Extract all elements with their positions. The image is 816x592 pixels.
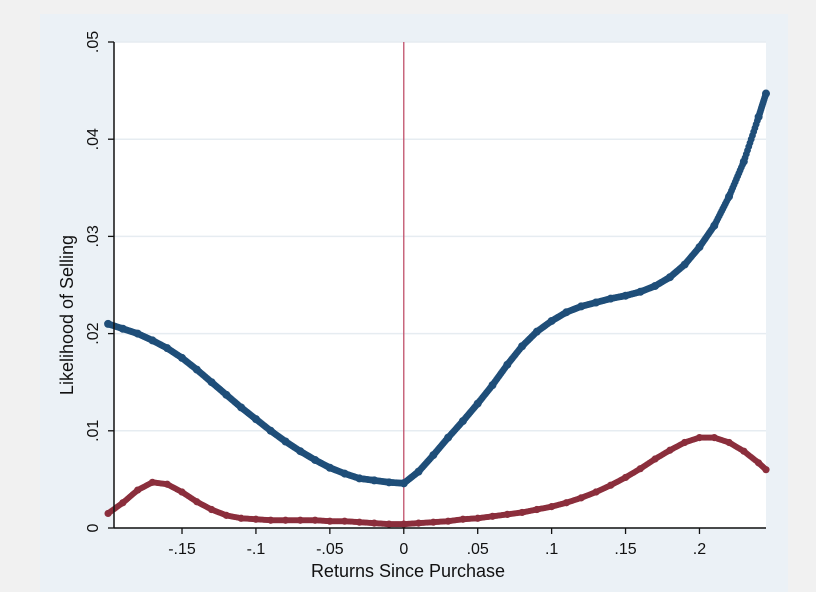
series-2: [399, 89, 770, 488]
x-tick-label: -.15: [168, 541, 196, 558]
x-tick-label: .1: [545, 541, 558, 558]
x-axis-title: Returns Since Purchase: [311, 561, 505, 581]
y-axis-title: Likelihood of Selling: [57, 235, 77, 395]
x-tick-label: -.05: [316, 541, 344, 558]
y-tick-label: .04: [85, 128, 102, 150]
x-tick-label: -.1: [247, 541, 266, 558]
y-tick-label: .02: [85, 322, 102, 344]
chart-panel: 0 .01 .02 .03 .04 .05 -.15 -.1 -.05 0 .05 .1 .15 .2 R…: [40, 14, 788, 592]
axis-layer: 0 .01 .02 .03 .04 .05 -.15 -.1 -.05 0 .05 .1 .15 .2: [85, 31, 766, 558]
data-point: [762, 89, 770, 98]
series-3: [104, 434, 770, 528]
x-tick-label: .15: [614, 541, 636, 558]
x-tick-label: .05: [467, 541, 489, 558]
y-tick-label: 0: [85, 523, 102, 532]
x-tick-label: 0: [399, 541, 408, 558]
y-tick-label: .03: [85, 225, 102, 247]
y-tick-label: .01: [85, 420, 102, 442]
data-point: [762, 466, 770, 474]
plot-background: [114, 42, 766, 528]
chart-svg: 0 .01 .02 .03 .04 .05 -.15 -.1 -.05 0 .05 .1 .15 .2 R…: [57, 31, 770, 581]
x-tick-label: .2: [693, 541, 706, 558]
y-tick-label: .05: [85, 31, 102, 53]
series-1: [104, 319, 408, 488]
series-layer: [104, 89, 770, 528]
